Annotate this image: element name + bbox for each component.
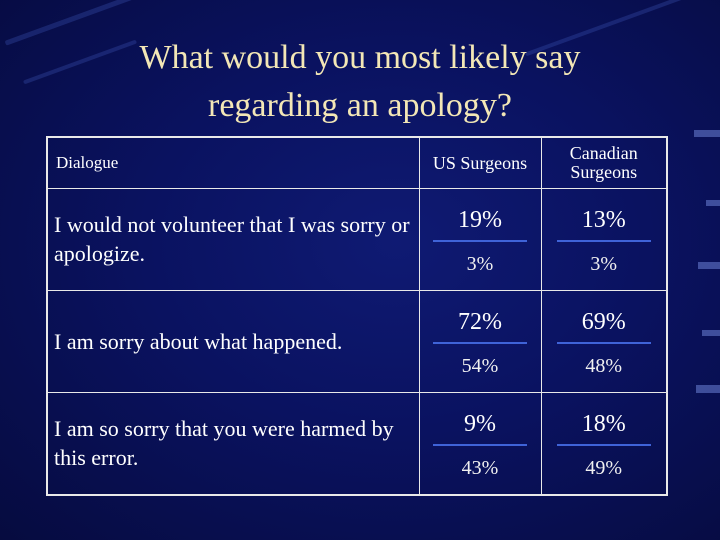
us-surgeons-cell: 19% 3% — [418, 188, 542, 291]
header-us-surgeons: US Surgeons — [418, 136, 542, 189]
us-bottom-value: 43% — [461, 457, 499, 480]
edge-mark — [706, 200, 720, 206]
title-line-1: What would you most likely say — [139, 39, 581, 76]
us-surgeons-cell: 9% 43% — [418, 391, 542, 496]
table-row: I would not volunteer that I was sorry o… — [46, 188, 668, 291]
value-divider — [433, 444, 527, 447]
canadian-top-value: 13% — [581, 207, 626, 234]
header-dialogue: Dialogue — [46, 136, 420, 189]
table-row: I am so sorry that you were harmed by th… — [46, 391, 668, 496]
value-divider — [433, 240, 527, 243]
canadian-top-value: 69% — [581, 309, 626, 336]
value-divider — [556, 342, 651, 345]
us-bottom-value: 3% — [466, 253, 494, 276]
canadian-bottom-value: 3% — [590, 253, 618, 276]
canadian-surgeons-cell: 18% 49% — [540, 391, 668, 496]
value-divider — [556, 444, 651, 447]
us-top-value: 19% — [458, 207, 502, 234]
header-canadian-surgeons: Canadian Surgeons — [540, 136, 668, 189]
value-divider — [556, 240, 651, 243]
us-top-value: 9% — [464, 411, 496, 438]
slide-title: What would you most likely say regarding… — [40, 34, 680, 130]
value-divider — [433, 342, 527, 345]
row-statement: I would not volunteer that I was sorry o… — [46, 188, 420, 291]
header-canadian-line-2: Surgeons — [570, 162, 638, 182]
canadian-surgeons-cell: 13% 3% — [540, 188, 668, 291]
header-canadian-line-1: Canadian — [569, 143, 638, 163]
canadian-surgeons-cell: 69% 48% — [540, 289, 668, 393]
us-bottom-value: 54% — [461, 355, 499, 378]
canadian-bottom-value: 48% — [585, 355, 623, 378]
edge-mark — [698, 262, 720, 269]
title-line-2: regarding an apology? — [208, 87, 512, 124]
table-header-row: Dialogue US Surgeons Canadian Surgeons — [46, 136, 668, 189]
canadian-bottom-value: 49% — [585, 457, 623, 480]
row-statement: I am so sorry that you were harmed by th… — [46, 391, 420, 496]
us-top-value: 72% — [458, 309, 502, 336]
us-surgeons-cell: 72% 54% — [418, 289, 542, 393]
table-row: I am sorry about what happened. 72% 54% … — [46, 289, 668, 393]
canadian-top-value: 18% — [581, 411, 626, 438]
survey-table: Dialogue US Surgeons Canadian Surgeons I… — [46, 136, 668, 496]
edge-mark — [694, 130, 720, 137]
row-statement: I am sorry about what happened. — [46, 289, 420, 393]
edge-mark — [702, 330, 720, 336]
edge-mark — [696, 385, 720, 393]
